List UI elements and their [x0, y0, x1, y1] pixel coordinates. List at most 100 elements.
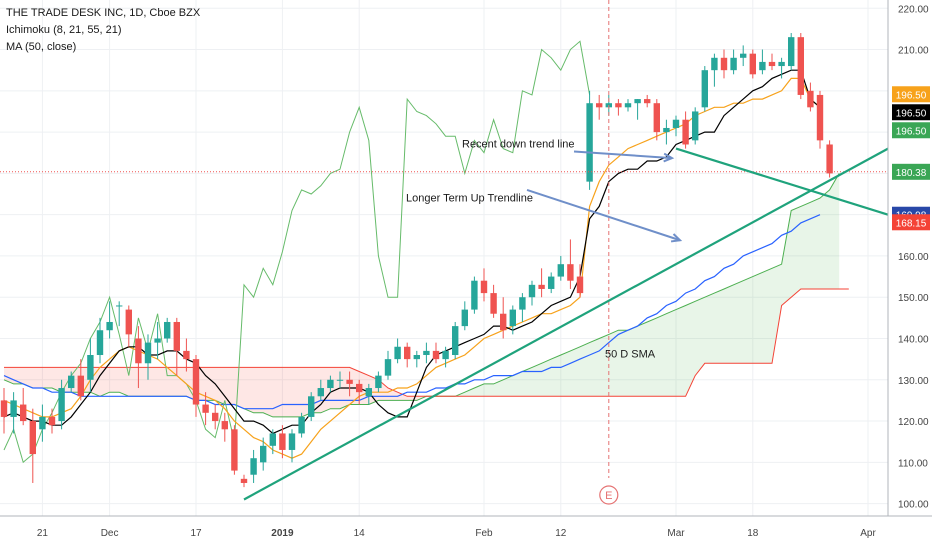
- candle-body: [173, 321, 180, 351]
- cloud-segment: [685, 301, 696, 397]
- candle-body: [212, 412, 219, 422]
- candle-body: [730, 57, 737, 71]
- cloud-segment: [32, 367, 43, 389]
- candle-body: [519, 297, 526, 310]
- chart-grid: [0, 0, 888, 516]
- candle-body: [442, 350, 449, 360]
- candle-body: [77, 375, 84, 397]
- cloud-segment: [493, 379, 504, 397]
- cloud-segment: [100, 367, 110, 397]
- candle-body: [58, 388, 65, 422]
- cloud-segment: [148, 367, 158, 397]
- candle-body: [816, 94, 824, 141]
- candle-body: [39, 416, 46, 430]
- price-tick-label: 110.00: [898, 458, 928, 469]
- leading-span-b: [4, 288, 849, 397]
- candle-body: [240, 478, 248, 483]
- price-label-text: 180.38: [896, 168, 927, 179]
- cloud-segment: [762, 268, 772, 364]
- candle-body: [471, 280, 478, 310]
- candle-body: [797, 37, 804, 95]
- cloud-segment: [541, 359, 552, 397]
- time-tick-label: 14: [354, 528, 366, 539]
- cloud-segment: [109, 367, 120, 393]
- price-tick-label: 150.00: [898, 293, 929, 304]
- cloud-segment: [263, 367, 273, 417]
- candle-body: [490, 293, 497, 314]
- candle-body: [778, 61, 785, 67]
- down-trend-arrow-head: [663, 152, 675, 163]
- candle-body: [615, 103, 622, 108]
- candle-body: [164, 321, 171, 339]
- price-label-last: [892, 163, 930, 180]
- candle-body: [807, 90, 814, 108]
- cloud-segment: [608, 330, 619, 397]
- price-label-lagging: [892, 122, 930, 139]
- candle-body: [596, 103, 603, 108]
- cloud-segment: [580, 342, 590, 397]
- cloud-segment: [666, 309, 676, 397]
- cloud-segment: [205, 367, 216, 401]
- earnings-marker: [599, 485, 619, 505]
- cloud-segment: [138, 367, 148, 397]
- candle-body: [740, 53, 747, 58]
- cloud-segment: [647, 317, 657, 397]
- candle-body: [125, 309, 132, 335]
- candle-body: [567, 264, 574, 281]
- price-tick-label: 100.00: [898, 500, 929, 511]
- legend-ma[interactable]: MA (50, close): [6, 41, 77, 53]
- cloud-segment: [234, 367, 244, 409]
- cloud-segment: [752, 272, 763, 364]
- cloud-segment: [695, 297, 705, 376]
- up-trend-arrow-head: [670, 233, 683, 243]
- time-tick-label: 12: [555, 528, 567, 539]
- time-tick-label: Mar: [667, 528, 685, 539]
- cloud-segment: [829, 173, 840, 289]
- cloud-segment: [4, 367, 14, 384]
- candle-body: [356, 383, 363, 393]
- cloud-segment: [474, 383, 484, 397]
- cloud-segment: [743, 276, 753, 364]
- candle-body: [749, 53, 756, 75]
- candle-body: [538, 284, 545, 289]
- legend-symbol[interactable]: THE TRADE DESK INC, 1D, Cboe BZX: [6, 7, 201, 19]
- candle-body: [48, 416, 56, 426]
- candle-body: [663, 127, 670, 133]
- cloud-segment: [176, 367, 187, 397]
- cloud-segment: [272, 367, 283, 417]
- candle-body: [768, 61, 776, 67]
- time-tick-label: 18: [747, 528, 759, 539]
- candle-body: [317, 388, 324, 397]
- candle-body: [260, 445, 267, 463]
- cloud-segment: [676, 305, 686, 397]
- cloud-segment: [484, 383, 494, 397]
- candle-body: [87, 355, 94, 380]
- cloud-segment: [714, 288, 724, 364]
- cloud-segment: [560, 350, 571, 397]
- candle-body: [365, 388, 372, 397]
- candle-body: [116, 305, 123, 307]
- price-label-text: 168.15: [896, 218, 927, 229]
- cloud-segment: [551, 355, 561, 397]
- candle-body: [288, 433, 296, 450]
- candle-body: [624, 103, 632, 108]
- candle-body: [500, 313, 507, 331]
- candle-body: [308, 396, 315, 417]
- cloud-segment: [157, 367, 168, 397]
- cloud-segment: [772, 264, 782, 364]
- cloud-segment: [810, 198, 820, 289]
- candle-body: [826, 144, 833, 174]
- cloud-segment: [23, 367, 33, 389]
- legend-ichimoku[interactable]: Ichimoku (8, 21, 55, 21): [6, 24, 122, 36]
- cloud-segment: [464, 388, 475, 397]
- candle-body: [701, 70, 708, 108]
- candle-body: [653, 103, 660, 133]
- candle-body: [384, 359, 392, 376]
- cloud-segment: [13, 367, 24, 384]
- cloud-segment: [522, 367, 532, 397]
- cloud-segment: [167, 367, 177, 397]
- cloud-segment: [704, 293, 715, 364]
- candle-body: [279, 433, 286, 450]
- candle-body: [586, 103, 593, 182]
